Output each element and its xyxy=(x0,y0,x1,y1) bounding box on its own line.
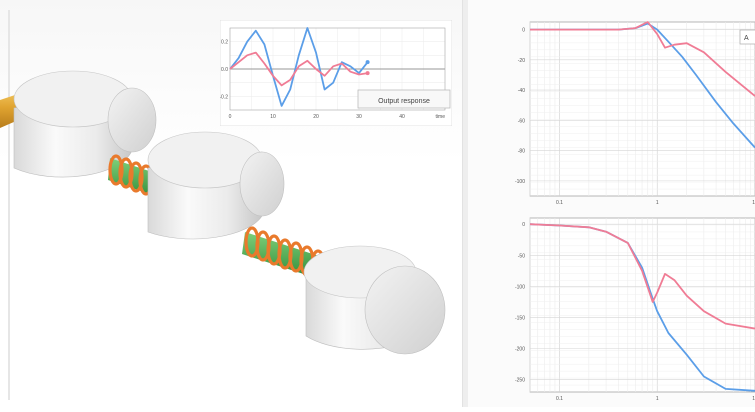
bode-x-tick: 0.1 xyxy=(556,396,563,402)
bode-series-line-2 xyxy=(530,21,755,97)
inset-x-tick: 40 xyxy=(399,114,405,120)
inset-y-tick: -0.2 xyxy=(220,94,228,100)
bode-magnitude-plot: 0 -20 -40 -60 -80 -100 0.1 1 10 A xyxy=(515,21,755,206)
bode-y-tick: -60 xyxy=(518,118,525,124)
bode-x-tick: 10 xyxy=(752,396,755,402)
bode-y-tick: -100 xyxy=(515,179,525,185)
inset-legend-label: Output response xyxy=(378,98,430,105)
model-viewport[interactable]: 0.2 0.0 -0.2 0 10 20 30 40 time Output response xyxy=(0,0,462,407)
inset-x-unit: time xyxy=(436,114,446,120)
inset-series xyxy=(229,27,370,107)
viewport-border xyxy=(8,10,10,400)
output-response-plot: 0.2 0.0 -0.2 0 10 20 30 40 time Output response xyxy=(220,20,452,126)
bode-legend-label: A xyxy=(744,35,749,42)
bode-x-tick: 1 xyxy=(656,200,659,206)
inset-x-tick: 10 xyxy=(270,114,276,120)
inset-series-endpoint-2 xyxy=(365,71,370,76)
bode-y-tick: -250 xyxy=(515,378,525,384)
mechanical-model xyxy=(0,70,446,355)
bode-y-tick: 0 xyxy=(522,222,525,228)
bode-legend-box xyxy=(739,29,755,45)
bode-y-tick: -100 xyxy=(515,284,525,290)
bode-plots: 0 -20 -40 -60 -80 -100 0.1 1 10 A 0 -50 -100 -150 -20… xyxy=(515,21,755,402)
inset-y-tick: 0.0 xyxy=(221,67,228,73)
bode-series-line-2 xyxy=(529,223,755,330)
bode-y-tick: -200 xyxy=(515,347,525,353)
bode-y-tick: -50 xyxy=(518,253,525,259)
bode-plot-panel: 0 -20 -40 -60 -80 -100 0.1 1 10 A 0 -50 -100 -150 -20… xyxy=(468,0,755,407)
inset-legend-box xyxy=(357,89,451,109)
bode-y-tick: -20 xyxy=(518,58,525,64)
mass-cylinder-3 xyxy=(303,245,446,355)
mass-cylinder-2 xyxy=(147,131,285,240)
mass-cylinder-1 xyxy=(13,70,157,178)
inset-x-tick: 30 xyxy=(356,114,362,120)
inset-grid xyxy=(229,27,446,111)
bode-x-tick: 0.1 xyxy=(556,200,563,206)
inset-ticks: 0.2 0.0 -0.2 0 10 20 30 40 time xyxy=(220,40,445,120)
inset-series-line-1 xyxy=(229,27,369,107)
bode-x-tick: 1 xyxy=(656,396,659,402)
spring-2 xyxy=(242,226,326,281)
bode-frame xyxy=(529,217,755,393)
bode-y-tick: -150 xyxy=(515,315,525,321)
bode-y-tick: -40 xyxy=(518,88,525,94)
bode-y-tick: 0 xyxy=(522,28,525,34)
inset-y-tick: 0.2 xyxy=(221,40,228,46)
inset-series-line-2 xyxy=(229,51,368,87)
bode-phase-plot: 0 -50 -100 -150 -200 -250 0.1 1 10 xyxy=(515,217,755,402)
inset-x-tick: 20 xyxy=(313,114,319,120)
inset-x-tick: 0 xyxy=(229,114,232,120)
bode-frame xyxy=(529,21,755,197)
bode-y-tick: -80 xyxy=(518,149,525,155)
inset-series-endpoint-1 xyxy=(365,60,370,65)
bode-x-tick: 10 xyxy=(752,200,755,206)
